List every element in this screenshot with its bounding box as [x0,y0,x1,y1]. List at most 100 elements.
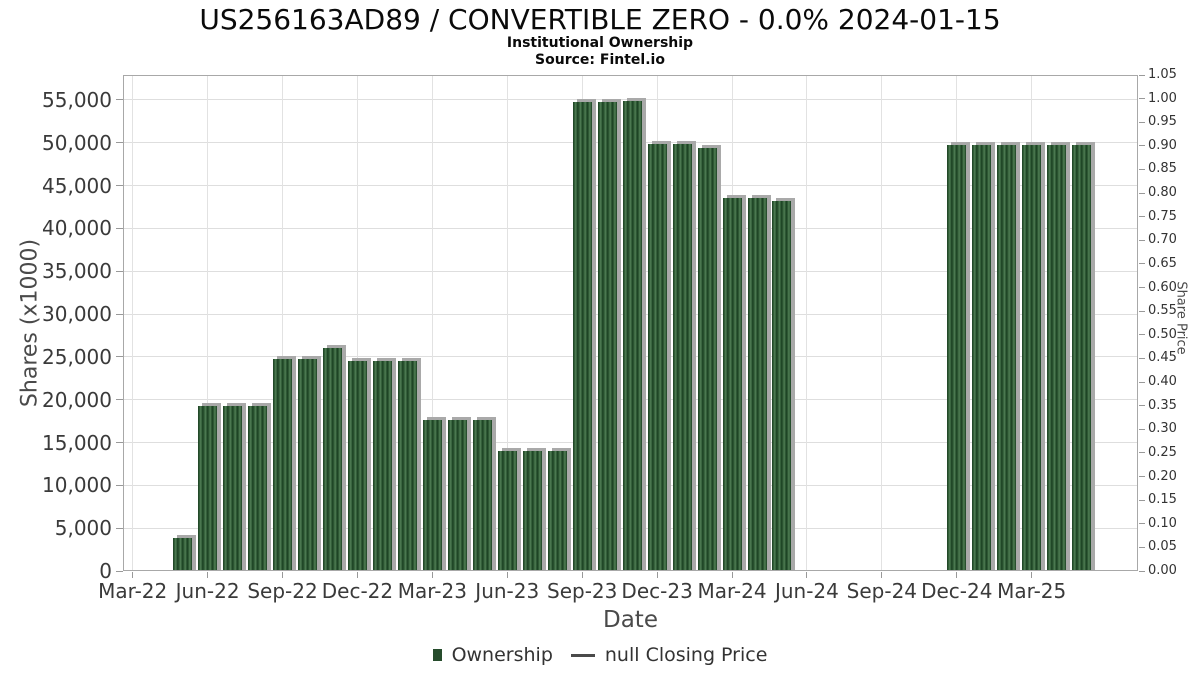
y-axis-tick-label: 25,000 [42,344,112,369]
right-axis-tick-label: 1.00 [1148,90,1177,106]
right-axis-tick-label: 0.40 [1148,374,1177,390]
x-axis-tick [881,572,883,578]
right-axis-tick-label: 0.20 [1148,468,1177,484]
x-axis-tick-label: Mar-23 [397,579,467,603]
x-axis-tick [806,572,808,578]
bar [622,100,642,570]
legend-label-closing-price: null Closing Price [604,644,768,666]
bar [223,405,243,570]
x-axis-tick-label: Sep-23 [547,579,618,603]
bar [422,420,442,570]
closing-price-line-marker-icon [570,653,595,657]
x-axis-tick-label: Jun-24 [774,579,839,603]
x-axis-tick-label: Mar-22 [98,579,168,603]
v-gridline [506,76,508,570]
y-axis-tick-label: 20,000 [42,387,112,412]
y-axis-tick-label: 50,000 [42,130,112,155]
bar [1047,145,1067,570]
bar [472,420,492,570]
right-axis-tick-label: 0.10 [1148,515,1177,531]
x-axis-tick-label: Jun-22 [175,579,240,603]
y-axis-tick-label: 5,000 [54,516,112,541]
right-axis-tick-label: 0.95 [1148,114,1177,130]
bar [1022,145,1042,570]
right-axis-tick-label: 0.15 [1148,492,1177,508]
legend-label-ownership: Ownership [451,644,553,666]
y-axis-tick [116,227,123,229]
y-axis-tick-label: 45,000 [42,173,112,198]
y-axis-tick-label: 40,000 [42,216,112,241]
bar [697,147,717,570]
right-axis-tick-label: 0.65 [1148,255,1177,271]
right-axis-tick-label: 0.85 [1148,161,1177,177]
bar [547,451,567,570]
y-axis-tick [116,270,123,272]
v-gridline [881,76,883,570]
x-axis-tick [731,572,733,578]
y-axis-tick [116,313,123,315]
right-axis-tick [1139,523,1145,525]
right-axis-tick [1139,381,1145,383]
y-axis-tick-label: 0 [99,559,112,583]
right-axis-tick-label: 0.05 [1148,539,1177,555]
x-axis-tick [1031,572,1033,578]
right-axis-tick [1139,168,1145,170]
v-gridline [431,76,433,570]
right-axis-tick-label: 0.90 [1148,137,1177,153]
y-axis-tick [116,570,123,572]
x-axis-title: Date [603,607,658,633]
y-axis-tick-label: 10,000 [42,473,112,498]
bar [347,361,367,570]
right-axis-tick-label: 0.60 [1148,279,1177,295]
right-axis-tick-label: 0.75 [1148,208,1177,224]
right-axis-tick [1139,98,1145,100]
right-axis-tick-label: 0.25 [1148,444,1177,460]
x-axis-tick-label: Dec-23 [621,579,693,603]
x-axis-tick-label: Mar-24 [697,579,767,603]
bar [322,348,342,570]
right-axis-tick-label: 0.30 [1148,421,1177,437]
right-axis-tick [1139,216,1145,218]
y-axis-tick [116,527,123,529]
y-axis-tick [116,356,123,358]
right-axis-tick [1139,570,1145,572]
x-axis-tick-label: Dec-24 [921,579,993,603]
y-axis-tick [116,399,123,401]
right-axis-tick [1139,310,1145,312]
x-axis-tick-label: Jun-23 [475,579,540,603]
bar [173,537,193,570]
right-axis-tick-label: 0.80 [1148,185,1177,201]
right-axis-tick [1139,428,1145,430]
v-gridline [207,76,209,570]
x-axis-tick [132,572,134,578]
chart-source: Source: Fintel.io [535,52,665,68]
right-axis-tick [1139,121,1145,123]
y-axis-tick-label: 35,000 [42,259,112,284]
right-axis-tick-label: 0.70 [1148,232,1177,248]
y-axis-tick-label: 15,000 [42,430,112,455]
x-axis-tick [506,572,508,578]
x-axis-tick-label: Dec-22 [321,579,394,603]
right-axis-tick [1139,357,1145,359]
x-axis-tick-label: Mar-25 [997,579,1067,603]
v-gridline [132,76,134,570]
v-gridline [282,76,284,570]
right-axis-tick [1139,476,1145,478]
bar [273,359,293,570]
bar [1072,145,1092,570]
x-axis-tick [581,572,583,578]
right-axis-tick-label: 1.05 [1148,67,1177,82]
x-axis-tick-label: Sep-22 [247,579,318,603]
right-axis-tick-label: 0.45 [1148,350,1177,366]
bar [372,361,392,570]
bar [572,101,592,570]
y-axis-tick [116,484,123,486]
bar [198,405,218,570]
bar [672,144,692,570]
right-axis-tick [1139,263,1145,265]
v-gridline [356,76,358,570]
bar [647,144,667,570]
right-axis-tick [1139,145,1145,147]
right-axis-tick-label: 0.00 [1148,563,1177,578]
